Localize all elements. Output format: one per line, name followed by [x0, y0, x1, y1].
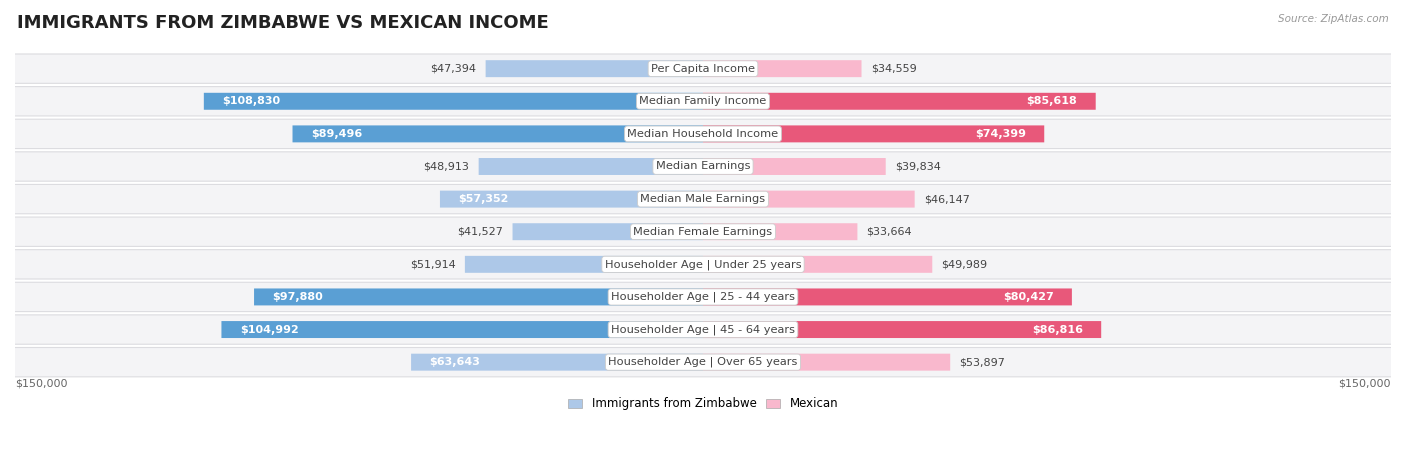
FancyBboxPatch shape	[292, 126, 703, 142]
FancyBboxPatch shape	[440, 191, 703, 208]
FancyBboxPatch shape	[1, 250, 1405, 279]
Text: Householder Age | Under 25 years: Householder Age | Under 25 years	[605, 259, 801, 269]
FancyBboxPatch shape	[221, 321, 703, 338]
Text: $33,664: $33,664	[866, 226, 912, 237]
Text: $57,352: $57,352	[458, 194, 509, 204]
Text: $53,897: $53,897	[959, 357, 1005, 367]
FancyBboxPatch shape	[254, 289, 703, 305]
FancyBboxPatch shape	[513, 223, 703, 240]
Text: $47,394: $47,394	[430, 64, 477, 74]
FancyBboxPatch shape	[1, 347, 1405, 377]
Text: Median Earnings: Median Earnings	[655, 162, 751, 171]
FancyBboxPatch shape	[1, 152, 1405, 181]
FancyBboxPatch shape	[703, 321, 1101, 338]
Text: IMMIGRANTS FROM ZIMBABWE VS MEXICAN INCOME: IMMIGRANTS FROM ZIMBABWE VS MEXICAN INCO…	[17, 14, 548, 32]
Text: $74,399: $74,399	[974, 129, 1026, 139]
Text: $41,527: $41,527	[457, 226, 503, 237]
Text: $49,989: $49,989	[942, 259, 987, 269]
FancyBboxPatch shape	[411, 354, 703, 371]
Text: $39,834: $39,834	[894, 162, 941, 171]
FancyBboxPatch shape	[465, 256, 703, 273]
Text: Source: ZipAtlas.com: Source: ZipAtlas.com	[1278, 14, 1389, 24]
Text: Median Female Earnings: Median Female Earnings	[634, 226, 772, 237]
FancyBboxPatch shape	[1, 217, 1405, 247]
FancyBboxPatch shape	[703, 126, 1045, 142]
Text: $85,618: $85,618	[1026, 96, 1077, 106]
Text: $150,000: $150,000	[1339, 378, 1391, 389]
FancyBboxPatch shape	[1, 282, 1405, 311]
FancyBboxPatch shape	[1, 184, 1405, 214]
Text: Householder Age | 45 - 64 years: Householder Age | 45 - 64 years	[612, 324, 794, 335]
Text: Householder Age | Over 65 years: Householder Age | Over 65 years	[609, 357, 797, 368]
FancyBboxPatch shape	[703, 289, 1071, 305]
FancyBboxPatch shape	[703, 93, 1095, 110]
FancyBboxPatch shape	[478, 158, 703, 175]
FancyBboxPatch shape	[703, 354, 950, 371]
FancyBboxPatch shape	[703, 256, 932, 273]
FancyBboxPatch shape	[1, 54, 1405, 83]
Text: $80,427: $80,427	[1002, 292, 1053, 302]
Text: Householder Age | 25 - 44 years: Householder Age | 25 - 44 years	[612, 292, 794, 302]
Text: Median Male Earnings: Median Male Earnings	[641, 194, 765, 204]
FancyBboxPatch shape	[204, 93, 703, 110]
Text: $63,643: $63,643	[429, 357, 481, 367]
Text: $51,914: $51,914	[411, 259, 456, 269]
FancyBboxPatch shape	[703, 191, 915, 208]
Text: $86,816: $86,816	[1032, 325, 1083, 334]
Text: $46,147: $46,147	[924, 194, 970, 204]
FancyBboxPatch shape	[1, 86, 1405, 116]
FancyBboxPatch shape	[703, 60, 862, 77]
FancyBboxPatch shape	[1, 119, 1405, 149]
FancyBboxPatch shape	[1, 315, 1405, 344]
Text: Per Capita Income: Per Capita Income	[651, 64, 755, 74]
FancyBboxPatch shape	[703, 158, 886, 175]
Text: $89,496: $89,496	[311, 129, 363, 139]
Text: $150,000: $150,000	[15, 378, 67, 389]
Text: $48,913: $48,913	[423, 162, 470, 171]
Text: Median Household Income: Median Household Income	[627, 129, 779, 139]
FancyBboxPatch shape	[703, 223, 858, 240]
Text: $104,992: $104,992	[240, 325, 298, 334]
Text: $97,880: $97,880	[273, 292, 323, 302]
Text: $34,559: $34,559	[870, 64, 917, 74]
Text: Median Family Income: Median Family Income	[640, 96, 766, 106]
Text: $108,830: $108,830	[222, 96, 280, 106]
Legend: Immigrants from Zimbabwe, Mexican: Immigrants from Zimbabwe, Mexican	[564, 392, 842, 415]
FancyBboxPatch shape	[485, 60, 703, 77]
